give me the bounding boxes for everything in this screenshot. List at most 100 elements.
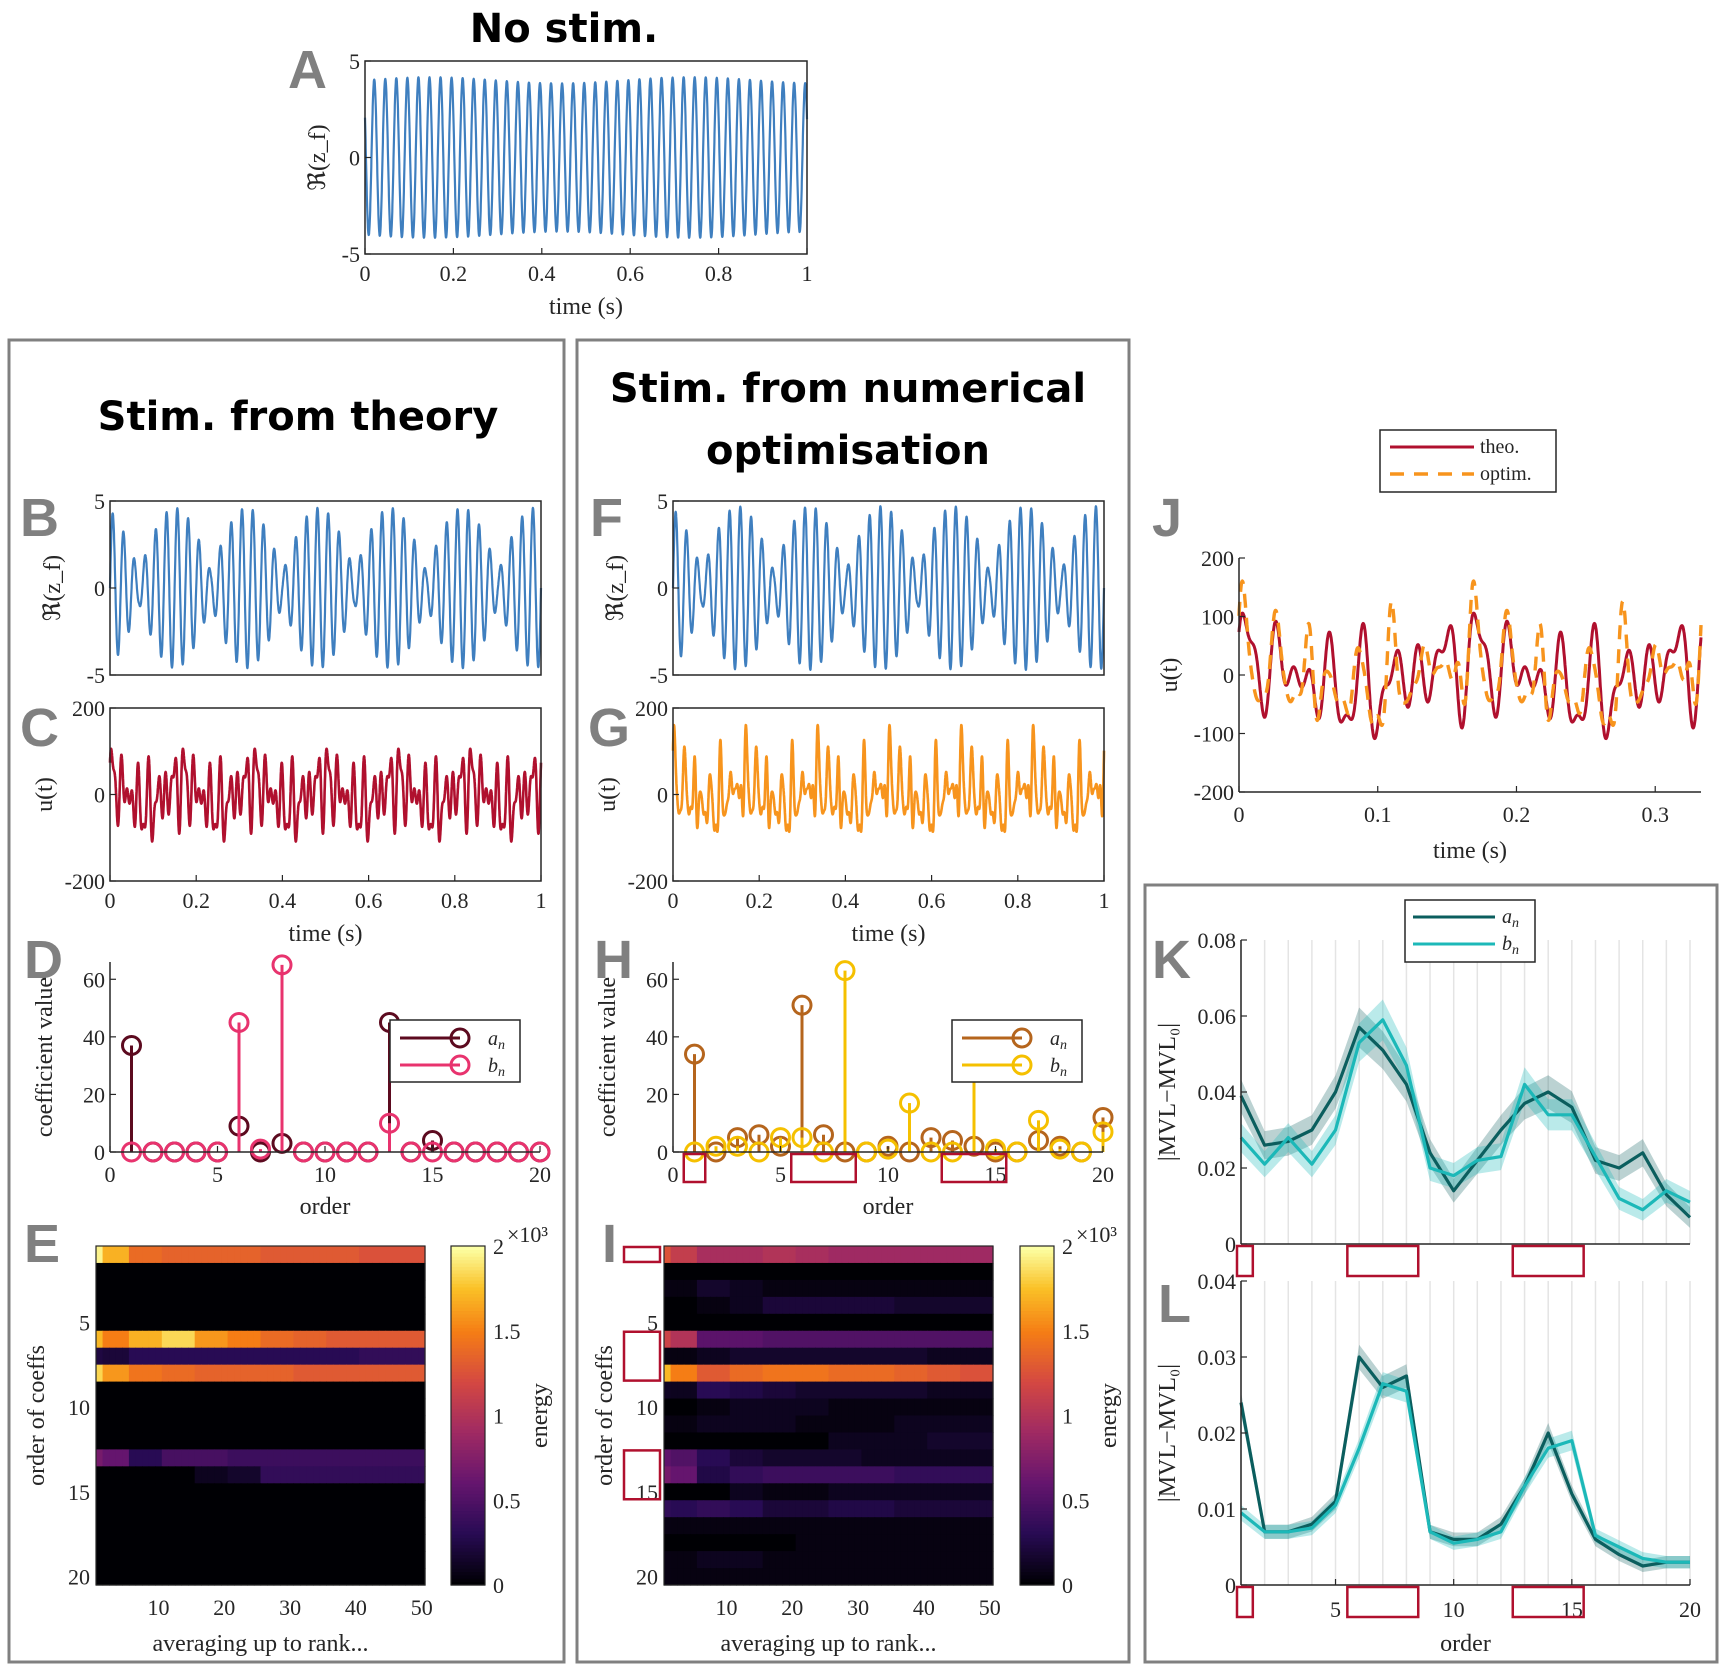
heatmap-cell — [979, 1517, 988, 1535]
heatmap-cell — [854, 1296, 862, 1315]
heatmap-cell — [221, 1398, 229, 1417]
heatmap-cell — [181, 1517, 189, 1535]
heatmap-cell — [378, 1313, 387, 1332]
heatmap-cell — [299, 1330, 308, 1349]
heatmap-cell — [986, 1262, 994, 1281]
heatmap-cell — [775, 1534, 784, 1552]
heatmap-cell — [736, 1262, 744, 1281]
heatmap-cell — [109, 1517, 117, 1535]
x-tick-label: 0.2 — [745, 888, 773, 913]
heatmap-cell — [973, 1483, 981, 1501]
heatmap-cell — [181, 1296, 189, 1315]
heatmap-cell — [914, 1551, 922, 1569]
heatmap-cell — [392, 1330, 400, 1349]
heatmap-cell — [313, 1466, 321, 1484]
heatmap-cell — [749, 1381, 757, 1400]
heatmap-cell — [828, 1381, 836, 1400]
panel-letter-b: B — [20, 488, 59, 548]
stem-marker — [877, 1138, 899, 1160]
heatmap-cell — [346, 1466, 354, 1484]
heatmap-cell — [835, 1483, 843, 1501]
heatmap-cell — [372, 1551, 380, 1569]
heatmap-cell — [683, 1432, 691, 1450]
heatmap-cell — [881, 1551, 889, 1569]
heatmap-cell — [828, 1432, 836, 1450]
colorbar-segment — [451, 1398, 485, 1403]
heatmap-cell — [848, 1449, 856, 1467]
heatmap-cell — [174, 1296, 183, 1315]
heatmap-cell — [867, 1483, 876, 1501]
heatmap-cell — [240, 1568, 248, 1586]
heatmap-cell — [161, 1313, 169, 1332]
heatmap-cell — [920, 1432, 928, 1450]
colorbar-segment — [1020, 1269, 1054, 1274]
heatmap-cell — [907, 1279, 915, 1298]
heatmap-cell — [769, 1330, 777, 1349]
heatmap-cell — [874, 1398, 882, 1417]
heatmap-cell — [161, 1415, 169, 1434]
colorbar-segment — [1020, 1500, 1054, 1505]
colorbar-segment — [1020, 1418, 1054, 1423]
heatmap-cell — [214, 1347, 222, 1366]
heatmap-cell — [927, 1534, 935, 1552]
heatmap-cell — [155, 1568, 163, 1586]
heatmap-cell — [253, 1551, 262, 1569]
colorbar-segment — [1020, 1293, 1054, 1298]
heatmap-cell — [234, 1517, 242, 1535]
heatmap-cell — [148, 1313, 156, 1332]
heatmap-cell — [703, 1381, 711, 1400]
heatmap-cell — [214, 1381, 222, 1400]
heatmap-cell — [749, 1449, 757, 1467]
heatmap-cell — [168, 1466, 176, 1484]
heatmap-cell — [815, 1364, 823, 1383]
heatmap-cell — [736, 1551, 744, 1569]
heatmap-cell — [927, 1483, 935, 1501]
heatmap-cell — [155, 1313, 163, 1332]
heatmap-cell — [102, 1347, 110, 1366]
heatmap-cell — [664, 1500, 672, 1518]
heatmap-cell — [742, 1381, 751, 1400]
x-tick-label: 0.8 — [441, 888, 469, 913]
heatmap-cell — [155, 1262, 163, 1281]
colorbar-segment — [1020, 1344, 1054, 1349]
heatmap-cell — [168, 1246, 176, 1264]
heatmap-cell — [240, 1483, 248, 1501]
heatmap-cell — [729, 1262, 737, 1281]
heatmap-cell — [802, 1246, 810, 1264]
heatmap-cell — [247, 1551, 255, 1569]
heatmap-cell — [174, 1517, 183, 1535]
heatmap-cell — [874, 1500, 882, 1518]
x-tick-label: 0.4 — [269, 888, 297, 913]
heatmap-cell — [907, 1296, 915, 1315]
heatmap-cell — [96, 1500, 104, 1518]
heatmap-cell — [352, 1347, 360, 1366]
heatmap-cell — [835, 1415, 843, 1434]
heatmap-cell — [920, 1551, 928, 1569]
heatmap-cell — [214, 1534, 222, 1552]
colorbar-segment — [451, 1547, 485, 1552]
heatmap-cell — [148, 1449, 156, 1467]
heatmap-cell — [716, 1517, 724, 1535]
colorbar-segment — [1020, 1286, 1054, 1291]
heatmap-cell — [188, 1432, 196, 1450]
heatmap-cell — [96, 1568, 104, 1586]
heatmap-cell — [247, 1500, 255, 1518]
heatmap-cell — [920, 1415, 928, 1434]
heatmap-cell — [683, 1262, 691, 1281]
heatmap-cell — [782, 1568, 790, 1586]
heatmap-cell — [214, 1517, 222, 1535]
numerical-title-line2: optimisation — [706, 428, 990, 474]
heatmap-cell — [821, 1415, 830, 1434]
heatmap-cell — [920, 1262, 928, 1281]
colorbar-segment — [1020, 1273, 1054, 1278]
heatmap-cell — [946, 1551, 955, 1569]
stem-marker — [121, 1034, 142, 1056]
heatmap-cell — [749, 1262, 757, 1281]
heatmap-cell — [742, 1296, 751, 1315]
heatmap-cell — [808, 1534, 816, 1552]
heatmap-cell — [677, 1381, 685, 1400]
heatmap-cell — [677, 1551, 685, 1569]
plot-area — [1237, 579, 1703, 741]
heatmap-cell — [808, 1364, 816, 1383]
heatmap-cell — [372, 1534, 380, 1552]
